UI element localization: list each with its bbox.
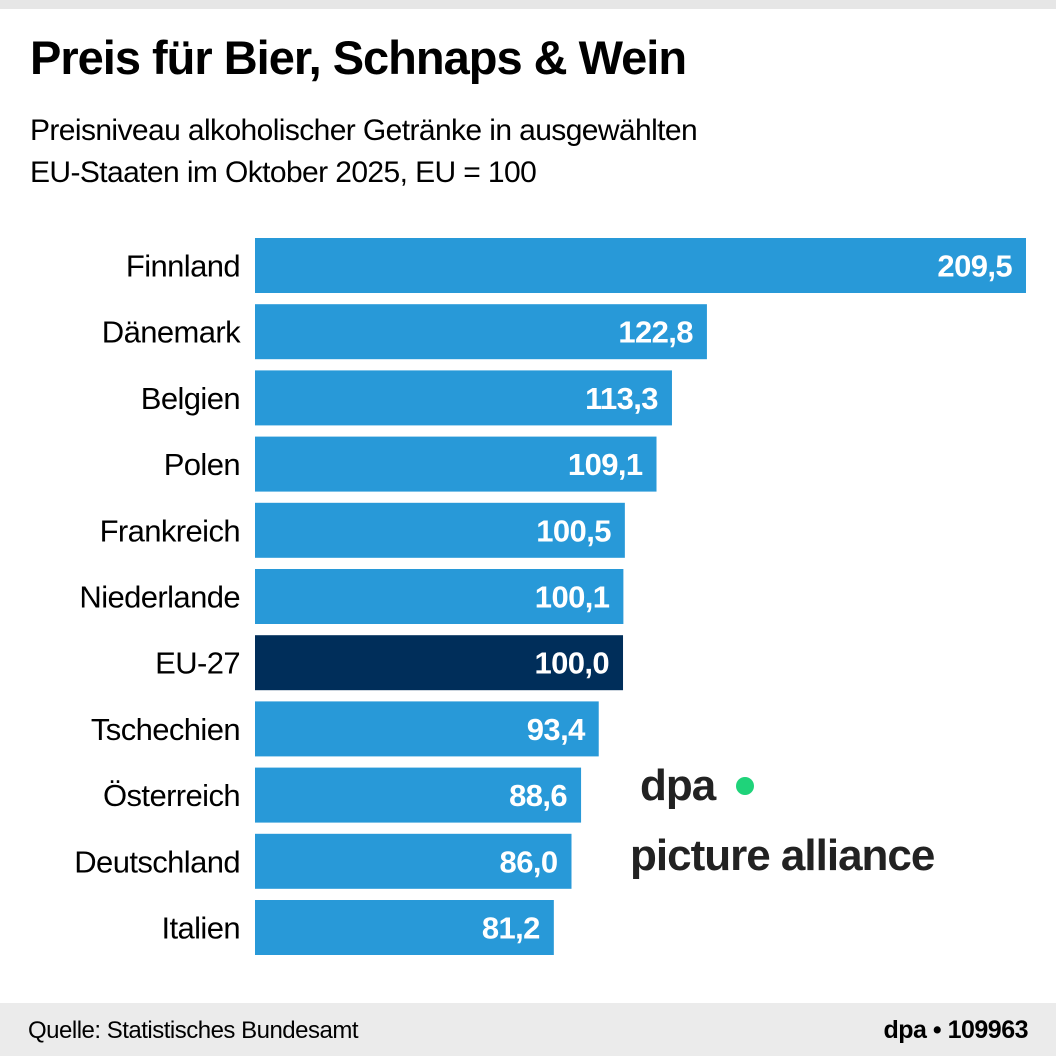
bar-1: [255, 304, 707, 360]
value-label: 100,5: [536, 513, 611, 548]
value-label: 209,5: [937, 249, 1012, 284]
value-label: 113,3: [585, 381, 658, 416]
top-strip: [0, 0, 1056, 9]
bar-10: [255, 900, 554, 955]
category-label: Frankreich: [100, 513, 240, 548]
value-label: 88,6: [509, 778, 567, 813]
credit: dpa • 109963: [883, 1016, 1028, 1044]
category-label: Deutschland: [74, 844, 240, 879]
category-label: EU-27: [155, 646, 240, 681]
bar-6: [255, 635, 624, 691]
bar-7: [255, 701, 599, 757]
value-label: 109,1: [568, 447, 643, 482]
footer: Quelle: Statistisches Bundesamt dpa • 10…: [0, 1003, 1056, 1056]
bar-chart: Finnland 209,5 Dänemark 122,8 Belgien 113,3 Po…: [74, 238, 1026, 955]
category-label: Italien: [161, 911, 240, 946]
bar-3: [255, 436, 657, 492]
bar-0: [255, 238, 1026, 293]
value-label: 86,0: [500, 844, 558, 879]
value-label: 93,4: [527, 712, 586, 747]
category-label: Tschechien: [91, 712, 240, 747]
subtitle-line-2: EU-Staaten im Oktober 2025, EU = 100: [30, 156, 537, 189]
subtitle-line-1: Preisniveau alkoholischer Getränke in au…: [30, 114, 698, 147]
value-label: 100,1: [535, 580, 610, 615]
bar-8: [255, 767, 582, 823]
bar-5: [255, 569, 624, 624]
value-label: 122,8: [618, 315, 693, 350]
value-label: 100,0: [534, 646, 609, 681]
bar-9: [255, 833, 572, 889]
category-label: Dänemark: [102, 315, 241, 350]
category-label: Belgien: [141, 381, 240, 416]
category-label: Niederlande: [79, 580, 240, 615]
chart-title: Preis für Bier, Schnaps & Wein: [30, 31, 687, 84]
category-label: Österreich: [103, 778, 240, 813]
category-label: Polen: [164, 447, 240, 482]
category-label: Finnland: [126, 249, 240, 284]
bar-2: [255, 370, 672, 426]
bar-4: [255, 502, 625, 558]
value-label: 81,2: [482, 911, 540, 946]
chart-subtitle: Preisniveau alkoholischer Getränke in au…: [30, 110, 698, 194]
source-note: Quelle: Statistisches Bundesamt: [28, 1017, 359, 1044]
